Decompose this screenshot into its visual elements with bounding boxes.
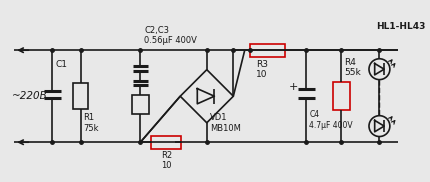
Text: +: + <box>289 82 298 92</box>
Bar <box>73 83 88 110</box>
Text: C4
4.7μF 400V: C4 4.7μF 400V <box>309 110 353 130</box>
Bar <box>151 136 181 149</box>
Text: R1
75k: R1 75k <box>83 113 99 133</box>
Text: HL1-HL43: HL1-HL43 <box>376 22 425 31</box>
Text: VD1
MB10M: VD1 MB10M <box>210 113 240 133</box>
Text: C2,C3
0.56μF 400V: C2,C3 0.56μF 400V <box>144 25 197 45</box>
Text: R4
55k: R4 55k <box>344 58 361 77</box>
Bar <box>250 43 285 57</box>
Text: ~220B: ~220B <box>12 91 48 101</box>
Bar <box>132 95 149 114</box>
Bar <box>333 82 350 110</box>
Text: C1: C1 <box>55 60 67 69</box>
Text: R2
10: R2 10 <box>161 151 172 170</box>
Text: R3
10: R3 10 <box>256 60 268 79</box>
